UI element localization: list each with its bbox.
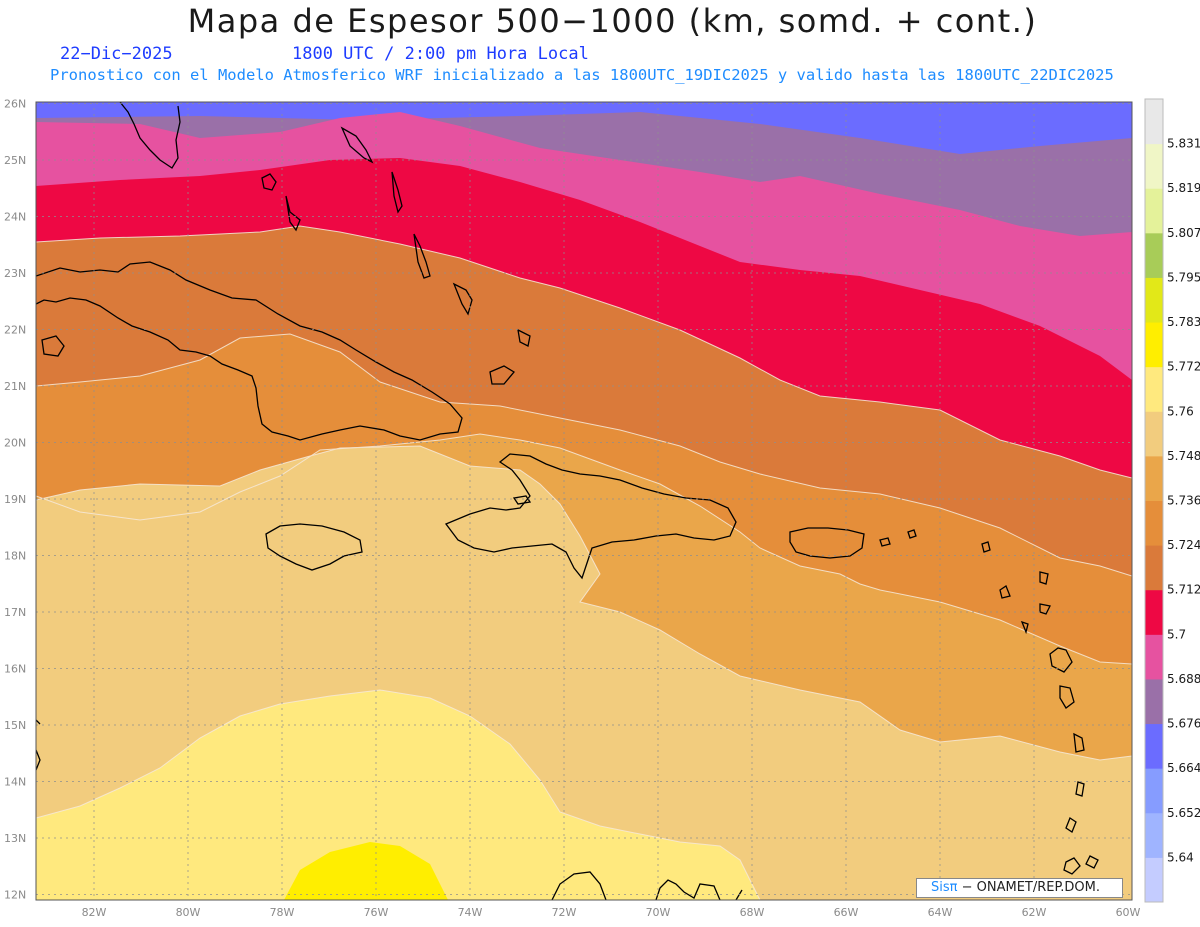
colorbar-swatch — [1145, 188, 1163, 234]
lat-axis: 26N 25N 24N 23N 22N 21N 20N 19N 18N 17N … — [4, 98, 26, 902]
coast-puerto-rico — [789, 527, 865, 559]
model-description: Pronostico con el Modelo Atmosferico WRF… — [50, 66, 1114, 84]
colorbar-swatch — [1145, 322, 1163, 368]
lat-label: 14N — [4, 776, 26, 789]
colorbar-swatch — [1145, 232, 1163, 278]
lon-label: 74W — [458, 906, 483, 919]
credit-text: − ONAMET/REP.DOM. — [957, 880, 1101, 895]
colorbar-swatch — [1145, 768, 1163, 814]
colorbar-level-label: 5.772 — [1167, 360, 1200, 374]
colorbar-swatch — [1145, 634, 1163, 680]
colorbar-swatch — [1145, 366, 1163, 412]
lon-label: 64W — [928, 906, 953, 919]
credit-brand: Sisπ — [931, 880, 958, 895]
coast-florida — [119, 102, 181, 169]
colorbar-level-label: 5.807 — [1167, 226, 1200, 240]
colorbar-swatch — [1145, 812, 1163, 858]
lat-label: 25N — [4, 154, 26, 167]
lat-label: 23N — [4, 267, 26, 280]
lon-axis: 82W 80W 78W 76W 74W 72W 70W 68W 66W 64W … — [82, 906, 1141, 919]
colorbar-swatch — [1145, 99, 1163, 145]
lat-label: 16N — [4, 663, 26, 676]
colorbar-swatch — [1145, 143, 1163, 189]
lat-label: 19N — [4, 493, 26, 506]
coast-jamaica — [265, 523, 363, 571]
colorbar-frame — [1144, 98, 1164, 903]
colorbar-swatch — [1145, 723, 1163, 769]
coast-hispaniola — [444, 453, 737, 580]
colorbar-swatch — [1145, 411, 1163, 457]
colorbar-level-label: 5.831 — [1167, 137, 1200, 151]
colorbar-level-label: 5.795 — [1167, 270, 1200, 284]
coast-gonave — [512, 495, 532, 505]
band-5772 — [284, 842, 448, 900]
map-title: Mapa de Espesor 500−1000 (km, somd. + co… — [187, 2, 1038, 40]
lat-label: 22N — [4, 324, 26, 337]
map-frame — [35, 101, 1133, 901]
lon-label: 68W — [740, 906, 765, 919]
lon-label: 80W — [176, 906, 201, 919]
coast-cuba — [36, 261, 463, 441]
colorbar-swatch — [1145, 500, 1163, 546]
lat-label: 18N — [4, 550, 26, 563]
colorbar-swatch — [1145, 678, 1163, 725]
colorbar-level-label: 5.664 — [1167, 761, 1200, 775]
lon-label: 60W — [1116, 906, 1141, 919]
colorbar-swatch — [1145, 589, 1163, 635]
forecast-date: 22−Dic−2025 — [60, 44, 173, 64]
lat-label: 13N — [4, 832, 26, 845]
colorbar-swatch — [1145, 455, 1163, 501]
forecast-time: 1800 UTC / 2:00 pm Hora Local — [292, 44, 589, 64]
lat-label: 15N — [4, 719, 26, 732]
colorbar-level-label: 5.712 — [1167, 583, 1200, 597]
coast-isla-juventud — [41, 335, 65, 357]
colorbar-level-label: 5.819 — [1167, 181, 1200, 195]
contour-lines — [36, 225, 1132, 900]
colorbar-level-label: 5.724 — [1167, 538, 1200, 552]
lon-label: 76W — [364, 906, 389, 919]
lon-label: 72W — [552, 906, 577, 919]
lon-label: 78W — [270, 906, 295, 919]
credit-box: Sisπ − ONAMET/REP.DOM. — [916, 878, 1123, 898]
colorbar-level-label: 5.783 — [1167, 315, 1200, 329]
colorbar-level-label: 5.76 — [1167, 404, 1194, 418]
lon-label: 82W — [82, 906, 107, 919]
lon-label: 62W — [1022, 906, 1047, 919]
lat-label: 26N — [4, 98, 26, 111]
lat-label: 17N — [4, 606, 26, 619]
colorbar-level-label: 5.652 — [1167, 806, 1200, 820]
coast-lesser-antilles — [879, 529, 1099, 875]
colorbar-level-label: 5.64 — [1167, 850, 1194, 864]
colorbar: 5.64 5.652 5.664 5.676 5.688 5.7 5.712 5.724 5.7… — [1144, 98, 1200, 903]
coast-central-america — [36, 719, 41, 771]
colorbar-level-label: 5.7 — [1167, 627, 1186, 641]
lat-label: 21N — [4, 380, 26, 393]
lat-label: 20N — [4, 437, 26, 450]
colorbar-swatch — [1145, 857, 1163, 903]
lat-label: 24N — [4, 211, 26, 224]
colorbar-level-label: 5.688 — [1167, 672, 1200, 686]
lon-label: 70W — [646, 906, 671, 919]
colorbar-swatch — [1145, 545, 1163, 591]
lat-label: 12N — [4, 889, 26, 902]
colorbar-level-label: 5.736 — [1167, 494, 1200, 508]
lon-label: 66W — [834, 906, 859, 919]
colorbar-swatch — [1145, 277, 1163, 323]
colorbar-level-label: 5.748 — [1167, 449, 1200, 463]
colorbar-level-label: 5.676 — [1167, 717, 1200, 731]
gridlines — [36, 102, 1132, 900]
band-5760 — [36, 690, 760, 900]
